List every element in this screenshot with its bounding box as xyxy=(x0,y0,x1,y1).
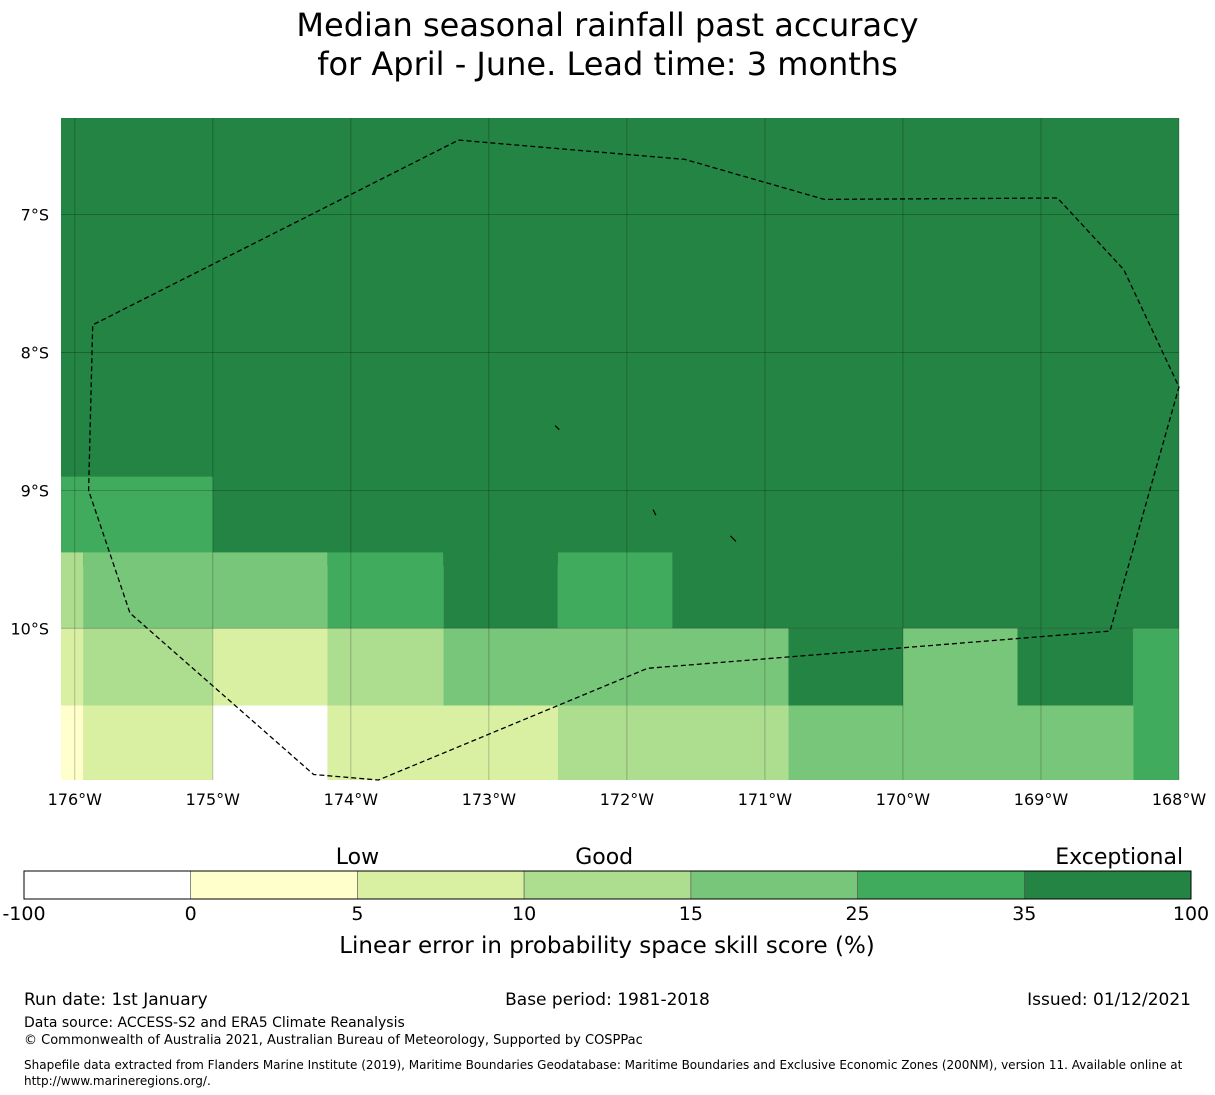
colorbar-tick-label: 15 xyxy=(679,903,703,925)
skill-cell xyxy=(61,628,84,706)
skill-cell xyxy=(212,705,328,780)
skill-cell xyxy=(83,552,328,629)
latitude-tick-label: 9°S xyxy=(21,481,49,500)
copyright: © Commonwealth of Australia 2021, Austra… xyxy=(24,1033,643,1048)
colorbar-frame xyxy=(23,870,1192,900)
skill-cell xyxy=(672,552,1179,629)
skill-cell xyxy=(557,705,789,780)
skill-cell xyxy=(1133,628,1179,706)
eez-boundary xyxy=(87,139,1180,781)
longitude-tick-label: 175°W xyxy=(186,790,241,809)
skill-cell xyxy=(61,476,213,553)
skill-cell xyxy=(212,628,328,706)
skill-cell xyxy=(557,552,673,629)
skill-cell xyxy=(903,628,1018,706)
latitude-tick-labels: 7°S 8°S 9°S 10°S xyxy=(10,206,49,639)
latitude-tick-label: 8°S xyxy=(21,343,49,362)
colorbar-tick-label: 0 xyxy=(185,903,197,925)
skill-cell xyxy=(1017,628,1134,706)
colorbar-segment xyxy=(857,870,1025,900)
longitude-tick-label: 171°W xyxy=(738,790,793,809)
longitude-tick-label: 173°W xyxy=(462,790,517,809)
run-date: Run date: 1st January xyxy=(24,990,208,1010)
shapefile-credit: Shapefile data extracted from Flanders M… xyxy=(24,1058,1183,1088)
colorbar-segment xyxy=(523,870,692,900)
colorbar: -100 0 5 10 15 25 35 100 Low Good Exceptional Linea… xyxy=(2,845,1209,959)
skill-cell xyxy=(327,552,444,629)
longitude-tick-label: 176°W xyxy=(48,790,103,809)
colorbar-segment xyxy=(1024,870,1192,900)
latitude-tick-label: 10°S xyxy=(10,619,49,638)
colorbar-segment xyxy=(23,870,191,900)
skill-cell xyxy=(83,628,213,706)
title-line-2: for April - June. Lead time: 3 months xyxy=(317,45,898,83)
map-title: Median seasonal rainfall past accuracy f… xyxy=(0,6,1215,84)
skill-cell xyxy=(788,628,903,706)
skill-cell xyxy=(443,628,789,706)
skill-cell xyxy=(61,552,84,629)
longitude-tick-label: 168°W xyxy=(1152,790,1207,809)
colorbar-tick-label: 25 xyxy=(845,903,869,925)
skill-cell xyxy=(1133,705,1179,780)
colorbar-tick-label: 5 xyxy=(351,903,363,925)
map-plot xyxy=(61,118,1180,781)
colorbar-category-label: Low xyxy=(336,845,379,870)
colorbar-tick-label: 10 xyxy=(512,903,536,925)
colorbar-segment xyxy=(190,870,358,900)
skill-cell xyxy=(443,552,558,629)
latitude-tick-label: 7°S xyxy=(21,206,49,225)
issued-date: Issued: 01/12/2021 xyxy=(1027,990,1191,1010)
colorbar-category-label: Good xyxy=(575,845,633,870)
skill-cell xyxy=(61,705,84,780)
colorbar-category-label: Exceptional xyxy=(1055,845,1183,870)
colorbar-segment xyxy=(357,870,525,900)
skill-cell xyxy=(788,705,1134,780)
skill-cell xyxy=(327,628,444,706)
island xyxy=(554,425,560,431)
base-period: Base period: 1981-2018 xyxy=(505,990,710,1010)
island xyxy=(729,535,737,542)
skill-cell xyxy=(83,705,213,780)
longitude-tick-labels: 176°W 175°W 174°W 173°W 172°W 171°W 170°W 169°W… xyxy=(48,790,1207,809)
longitude-tick-label: 172°W xyxy=(600,790,655,809)
colorbar-tick-label: 35 xyxy=(1012,903,1036,925)
colorbar-tick-label: 100 xyxy=(1173,903,1209,925)
island xyxy=(652,509,657,516)
longitude-tick-label: 169°W xyxy=(1014,790,1069,809)
skill-cell xyxy=(61,118,1179,567)
longitude-tick-label: 170°W xyxy=(876,790,931,809)
colorbar-title: Linear error in probability space skill … xyxy=(339,933,875,959)
colorbar-segment xyxy=(690,870,858,900)
data-source: Data source: ACCESS-S2 and ERA5 Climate … xyxy=(24,1015,405,1031)
skill-cell xyxy=(327,705,558,780)
colorbar-tick-label: -100 xyxy=(2,903,45,925)
title-line-1: Median seasonal rainfall past accuracy xyxy=(296,6,919,44)
longitude-tick-label: 174°W xyxy=(324,790,379,809)
